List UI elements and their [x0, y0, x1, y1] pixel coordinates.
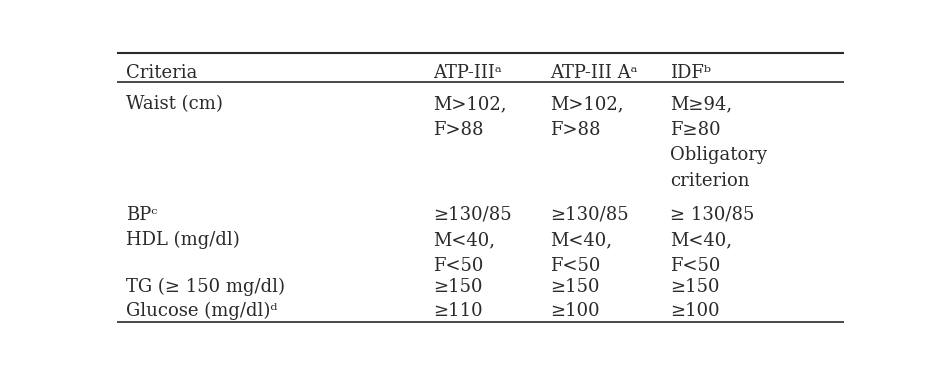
Text: criterion: criterion	[670, 172, 749, 190]
Text: Waist (cm): Waist (cm)	[126, 95, 223, 113]
Text: ≥130/85: ≥130/85	[433, 206, 512, 224]
Text: M<40,: M<40,	[550, 231, 612, 249]
Text: F>88: F>88	[433, 121, 484, 139]
Text: ≥130/85: ≥130/85	[550, 206, 628, 224]
Text: M>102,: M>102,	[550, 95, 623, 113]
Text: ≥150: ≥150	[433, 278, 483, 296]
Text: ≥ 130/85: ≥ 130/85	[670, 206, 754, 224]
Text: M<40,: M<40,	[670, 231, 732, 249]
Text: F≥80: F≥80	[670, 121, 720, 139]
Text: ≥150: ≥150	[550, 278, 599, 296]
Text: M≥94,: M≥94,	[670, 95, 732, 113]
Text: ATP-III Aᵃ: ATP-III Aᵃ	[550, 64, 637, 82]
Text: ≥100: ≥100	[550, 302, 599, 320]
Text: M>102,: M>102,	[433, 95, 507, 113]
Text: ATP-IIIᵃ: ATP-IIIᵃ	[433, 64, 502, 82]
Text: Obligatory: Obligatory	[670, 146, 766, 164]
Text: ≥150: ≥150	[670, 278, 719, 296]
Text: HDL (mg/dl): HDL (mg/dl)	[126, 231, 240, 250]
Text: BPᶜ: BPᶜ	[126, 206, 158, 224]
Text: F<50: F<50	[433, 257, 484, 275]
Text: ≥100: ≥100	[670, 302, 719, 320]
Text: F<50: F<50	[550, 257, 600, 275]
Text: Criteria: Criteria	[126, 64, 197, 82]
Text: Glucose (mg/dl)ᵈ: Glucose (mg/dl)ᵈ	[126, 302, 278, 320]
Text: F<50: F<50	[670, 257, 720, 275]
Text: IDFᵇ: IDFᵇ	[670, 64, 711, 82]
Text: TG (≥ 150 mg/dl): TG (≥ 150 mg/dl)	[126, 278, 285, 296]
Text: F>88: F>88	[550, 121, 600, 139]
Text: M<40,: M<40,	[433, 231, 495, 249]
Text: ≥110: ≥110	[433, 302, 483, 320]
